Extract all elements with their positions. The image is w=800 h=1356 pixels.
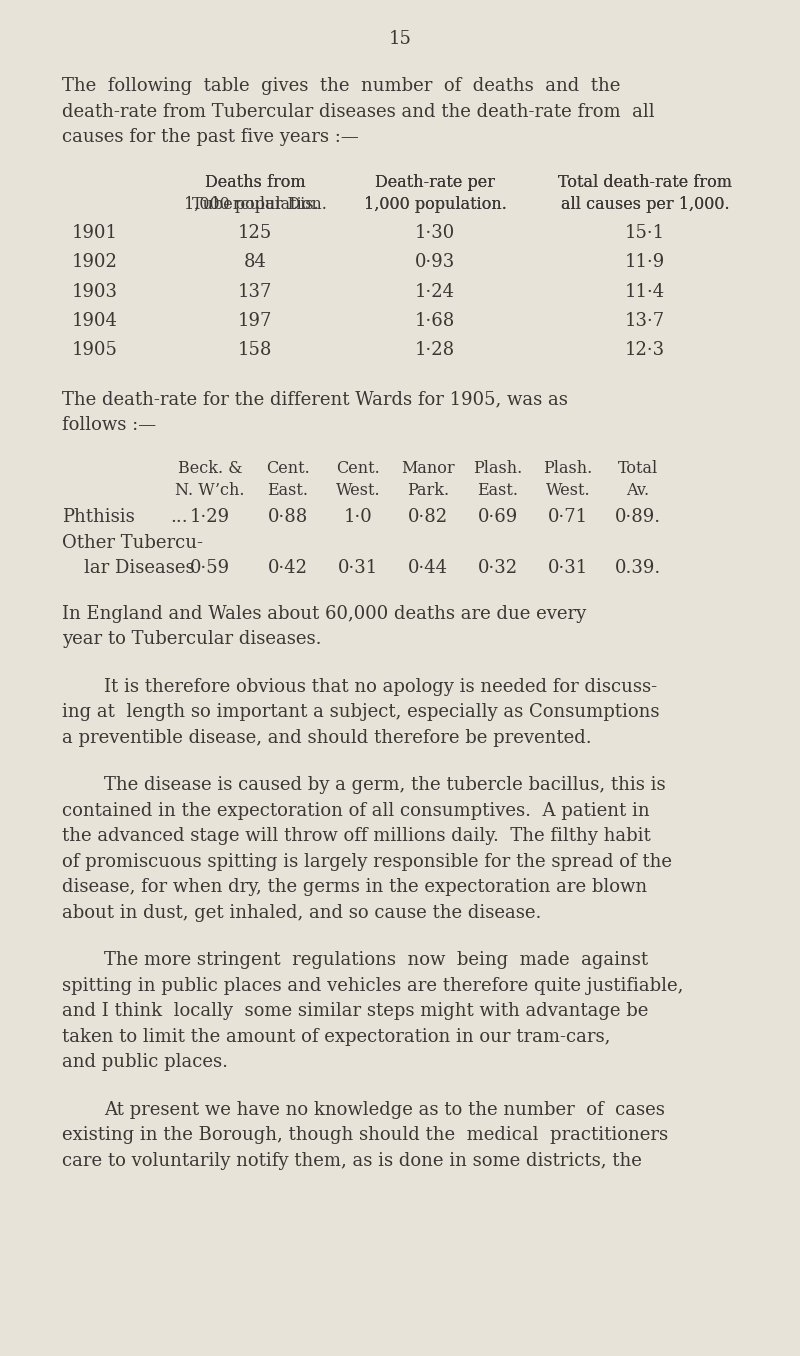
Text: Plash.: Plash. xyxy=(543,460,593,476)
Text: Phthisis: Phthisis xyxy=(62,508,134,526)
Text: the advanced stage will throw off millions daily.  The filthy habit: the advanced stage will throw off millio… xyxy=(62,827,650,845)
Text: all causes per 1,000.: all causes per 1,000. xyxy=(561,195,730,213)
Text: 15·1: 15·1 xyxy=(625,224,665,241)
Text: Beck. &: Beck. & xyxy=(178,460,242,476)
Text: The death-rate for the different Wards for 1905, was as: The death-rate for the different Wards f… xyxy=(62,391,568,408)
Text: Other Tubercu-: Other Tubercu- xyxy=(62,533,203,552)
Text: 1,000 population.: 1,000 population. xyxy=(363,197,506,213)
Text: 0·59: 0·59 xyxy=(190,559,230,578)
Text: a preventible disease, and should therefore be prevented.: a preventible disease, and should theref… xyxy=(62,728,592,747)
Text: The  following  table  gives  the  number  of  deaths  and  the: The following table gives the number of … xyxy=(62,77,620,95)
Text: In England and Wales about 60,000 deaths are due every: In England and Wales about 60,000 deaths… xyxy=(62,605,586,622)
Text: disease, for when dry, the germs in the expectoration are blown: disease, for when dry, the germs in the … xyxy=(62,879,647,896)
Text: 11·4: 11·4 xyxy=(625,282,665,301)
Text: and I think  locally  some similar steps might with advantage be: and I think locally some similar steps m… xyxy=(62,1002,648,1020)
Text: West.: West. xyxy=(336,481,380,499)
Text: 1,000 population.: 1,000 population. xyxy=(363,195,506,213)
Text: 0·42: 0·42 xyxy=(268,559,308,578)
Text: 197: 197 xyxy=(238,312,272,330)
Text: 1,000 population.: 1,000 population. xyxy=(183,197,326,213)
Text: 0·44: 0·44 xyxy=(408,559,448,578)
Text: 1·24: 1·24 xyxy=(415,282,455,301)
Text: West.: West. xyxy=(546,481,590,499)
Text: contained in the expectoration of all consumptives.  A patient in: contained in the expectoration of all co… xyxy=(62,801,650,819)
Text: care to voluntarily notify them, as is done in some districts, the: care to voluntarily notify them, as is d… xyxy=(62,1151,642,1170)
Text: 1903: 1903 xyxy=(72,282,118,301)
Text: At present we have no knowledge as to the number  of  cases: At present we have no knowledge as to th… xyxy=(104,1101,665,1119)
Text: 1·30: 1·30 xyxy=(415,224,455,241)
Text: causes for the past five years :—: causes for the past five years :— xyxy=(62,127,358,146)
Text: 11·9: 11·9 xyxy=(625,254,665,271)
Text: 1905: 1905 xyxy=(72,342,118,359)
Text: Total death-rate from: Total death-rate from xyxy=(558,174,732,190)
Text: Death-rate per: Death-rate per xyxy=(375,174,495,190)
Text: 0·82: 0·82 xyxy=(408,508,448,526)
Text: 1902: 1902 xyxy=(72,254,118,271)
Text: 1·68: 1·68 xyxy=(415,312,455,330)
Text: It is therefore obvious that no apology is needed for discuss-: It is therefore obvious that no apology … xyxy=(104,678,657,696)
Text: East.: East. xyxy=(478,481,518,499)
Text: Tubercular Dis.: Tubercular Dis. xyxy=(192,195,318,213)
Text: all causes per 1,000.: all causes per 1,000. xyxy=(561,197,730,213)
Text: 84: 84 xyxy=(243,254,266,271)
Text: 12·3: 12·3 xyxy=(625,342,665,359)
Text: Total death-rate from: Total death-rate from xyxy=(558,174,732,190)
Text: year to Tubercular diseases.: year to Tubercular diseases. xyxy=(62,631,322,648)
Text: existing in the Borough, though should the  medical  practitioners: existing in the Borough, though should t… xyxy=(62,1127,668,1144)
Text: Deaths from: Deaths from xyxy=(205,174,306,190)
Text: 0·31: 0·31 xyxy=(338,559,378,578)
Text: Death-rate per: Death-rate per xyxy=(375,174,495,190)
Text: Av.: Av. xyxy=(626,481,650,499)
Text: 0·89.: 0·89. xyxy=(615,508,661,526)
Text: 125: 125 xyxy=(238,224,272,241)
Text: N. W’ch.: N. W’ch. xyxy=(175,481,245,499)
Text: about in dust, get inhaled, and so cause the disease.: about in dust, get inhaled, and so cause… xyxy=(62,903,542,922)
Text: 137: 137 xyxy=(238,282,272,301)
Text: Park.: Park. xyxy=(407,481,449,499)
Text: Cent.: Cent. xyxy=(336,460,380,476)
Text: 1·28: 1·28 xyxy=(415,342,455,359)
Text: 1901: 1901 xyxy=(72,224,118,241)
Text: 0·69: 0·69 xyxy=(478,508,518,526)
Text: 0·32: 0·32 xyxy=(478,559,518,578)
Text: lar Diseases: lar Diseases xyxy=(84,559,194,578)
Text: taken to limit the amount of expectoration in our tram-cars,: taken to limit the amount of expectorati… xyxy=(62,1028,610,1045)
Text: 0.39.: 0.39. xyxy=(615,559,661,578)
Text: 1·29: 1·29 xyxy=(190,508,230,526)
Text: spitting in public places and vehicles are therefore quite justifiable,: spitting in public places and vehicles a… xyxy=(62,976,683,995)
Text: 0·71: 0·71 xyxy=(548,508,588,526)
Text: The disease is caused by a germ, the tubercle bacillus, this is: The disease is caused by a germ, the tub… xyxy=(104,776,666,795)
Text: death-rate from Tubercular diseases and the death-rate from  all: death-rate from Tubercular diseases and … xyxy=(62,103,654,121)
Text: ing at  length so important a subject, especially as Consumptions: ing at length so important a subject, es… xyxy=(62,704,659,721)
Text: 0·31: 0·31 xyxy=(548,559,588,578)
Text: Manor: Manor xyxy=(401,460,455,476)
Text: The more stringent  regulations  now  being  made  against: The more stringent regulations now being… xyxy=(104,951,648,970)
Text: 0·93: 0·93 xyxy=(415,254,455,271)
Text: follows :—: follows :— xyxy=(62,416,156,434)
Text: 1904: 1904 xyxy=(72,312,118,330)
Text: 15: 15 xyxy=(389,30,411,47)
Text: of promiscuous spitting is largely responsible for the spread of the: of promiscuous spitting is largely respo… xyxy=(62,853,672,871)
Text: 13·7: 13·7 xyxy=(625,312,665,330)
Text: Total: Total xyxy=(618,460,658,476)
Text: Deaths from: Deaths from xyxy=(205,174,306,190)
Text: ...: ... xyxy=(170,508,188,526)
Text: 1·0: 1·0 xyxy=(344,508,372,526)
Text: 0·88: 0·88 xyxy=(268,508,308,526)
Text: 158: 158 xyxy=(238,342,272,359)
Text: Plash.: Plash. xyxy=(474,460,522,476)
Text: and public places.: and public places. xyxy=(62,1054,228,1071)
Text: Cent.: Cent. xyxy=(266,460,310,476)
Text: East.: East. xyxy=(267,481,309,499)
